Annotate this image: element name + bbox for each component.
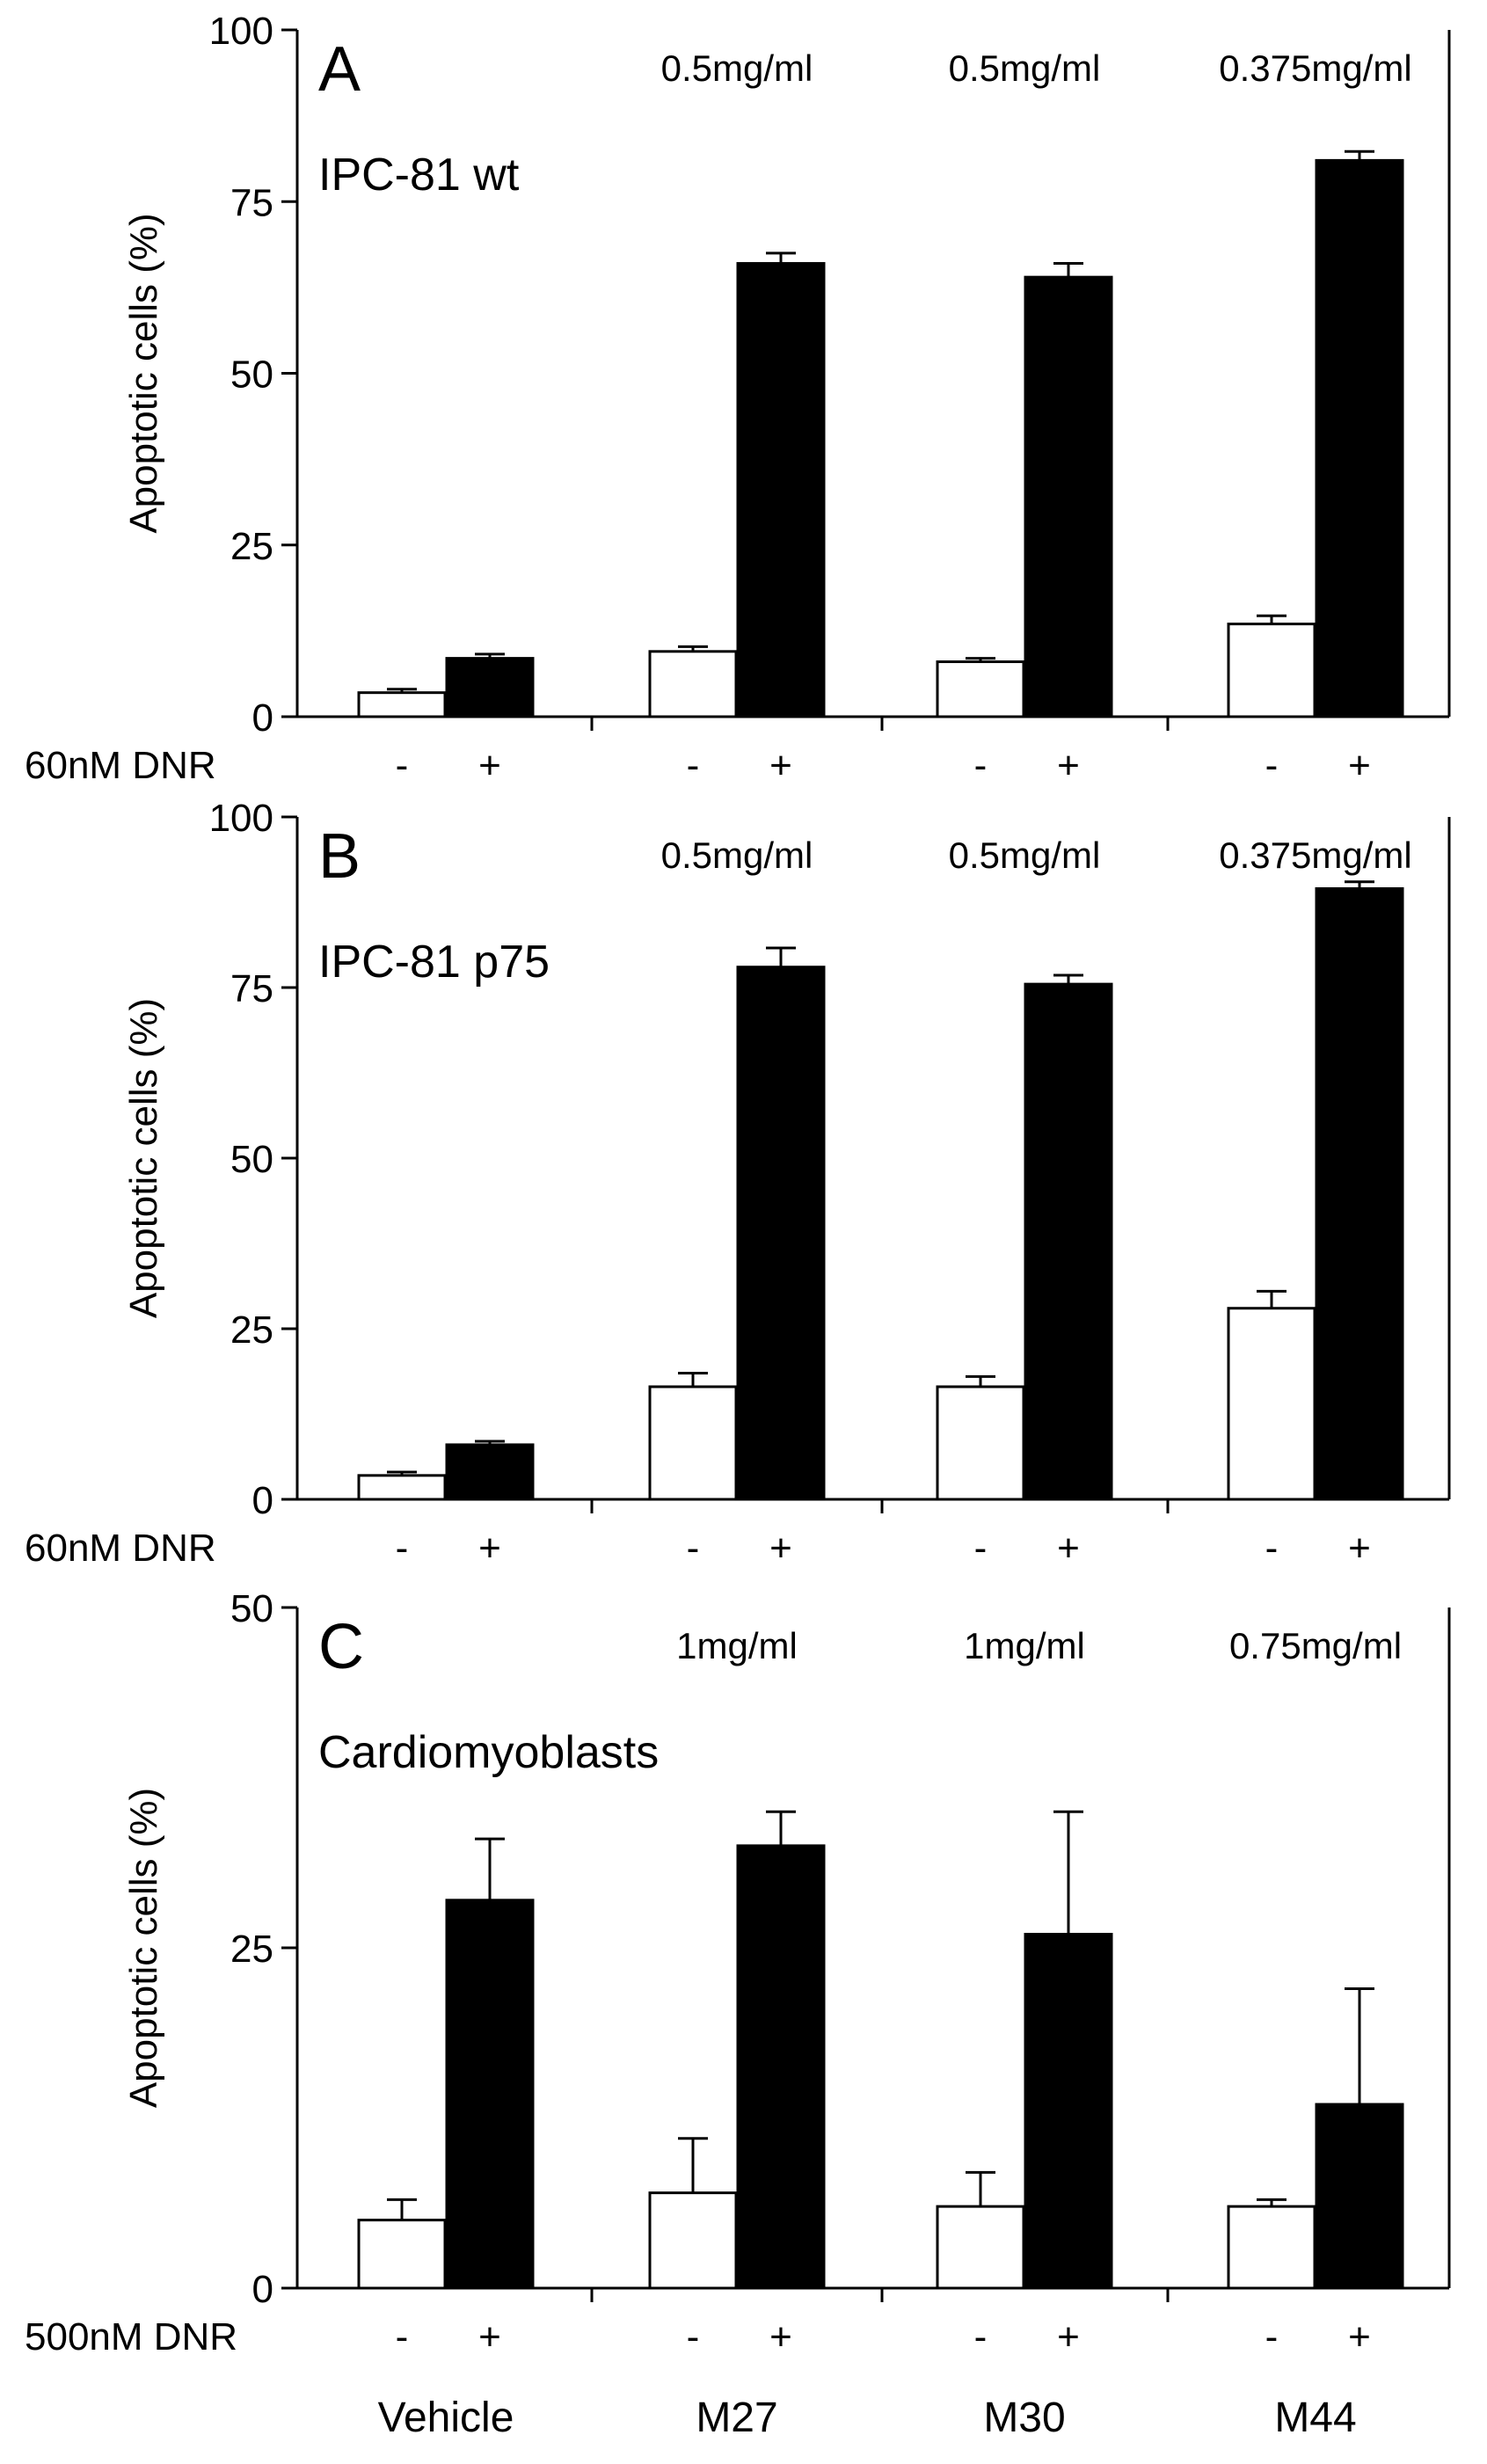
y-tick-label: 50 bbox=[230, 354, 273, 397]
y-axis-label: Apoptotic cells (%) bbox=[122, 1788, 165, 2108]
treatment-sign: - bbox=[687, 1527, 700, 1570]
bar bbox=[648, 650, 738, 718]
treatment-sign: + bbox=[1057, 2315, 1080, 2358]
treatment-sign: - bbox=[1265, 744, 1279, 787]
y-tick-label: 75 bbox=[230, 181, 273, 224]
y-tick-label: 0 bbox=[252, 696, 273, 740]
cell-line-label: Cardiomyoblasts bbox=[318, 1727, 659, 1778]
treatment-sign: + bbox=[769, 1527, 792, 1570]
treatment-sign: + bbox=[1348, 744, 1371, 787]
concentration-label: 1mg/ml bbox=[676, 1625, 798, 1666]
treatment-sign: + bbox=[1348, 1527, 1371, 1570]
concentration-label: 0.5mg/ml bbox=[949, 47, 1101, 89]
treatment-label: 500nM DNR bbox=[25, 2315, 237, 2358]
treatment-sign: - bbox=[974, 744, 988, 787]
treatment-sign: - bbox=[1265, 2315, 1279, 2358]
concentration-label: 0.5mg/ml bbox=[661, 47, 813, 89]
treatment-sign: + bbox=[478, 744, 501, 787]
concentration-label: 0.75mg/ml bbox=[1229, 1625, 1402, 1666]
treatment-sign: - bbox=[687, 2315, 700, 2358]
treatment-sign: + bbox=[1057, 1527, 1080, 1570]
bar bbox=[936, 2205, 1025, 2290]
treatment-sign: - bbox=[396, 744, 409, 787]
y-tick-label: 100 bbox=[209, 797, 273, 840]
bar bbox=[1024, 275, 1113, 718]
bar bbox=[445, 1443, 535, 1501]
treatment-sign: - bbox=[396, 2315, 409, 2358]
x-group-label: M27 bbox=[696, 2395, 777, 2441]
bar bbox=[736, 1844, 826, 2290]
y-tick-label: 50 bbox=[230, 1138, 273, 1181]
bar bbox=[648, 2191, 738, 2290]
y-tick-label: 50 bbox=[230, 1587, 273, 1630]
concentration-label: 0.375mg/ml bbox=[1219, 47, 1411, 89]
bar bbox=[1227, 623, 1316, 718]
treatment-sign: - bbox=[1265, 1527, 1279, 1570]
treatment-sign: - bbox=[396, 1527, 409, 1570]
y-tick-label: 75 bbox=[230, 967, 273, 1010]
treatment-sign: - bbox=[974, 2315, 988, 2358]
bar bbox=[936, 660, 1025, 718]
y-tick-label: 0 bbox=[252, 2268, 273, 2311]
treatment-sign: - bbox=[687, 744, 700, 787]
bar bbox=[357, 691, 447, 718]
bar bbox=[357, 1474, 447, 1501]
y-axis-label: Apoptotic cells (%) bbox=[122, 998, 165, 1318]
cell-line-label: IPC-81 wt bbox=[318, 149, 520, 200]
treatment-sign: + bbox=[478, 2315, 501, 2358]
y-tick-label: 100 bbox=[209, 10, 273, 53]
treatment-label: 60nM DNR bbox=[25, 744, 216, 787]
treatment-sign: - bbox=[974, 1527, 988, 1570]
bar bbox=[1024, 982, 1113, 1501]
bar bbox=[445, 1899, 535, 2290]
bar bbox=[1315, 886, 1404, 1501]
bar bbox=[357, 2219, 447, 2290]
chart-panel-a bbox=[281, 28, 1451, 731]
y-tick-label: 25 bbox=[230, 525, 273, 568]
y-tick-label: 25 bbox=[230, 1309, 273, 1352]
concentration-label: 1mg/ml bbox=[964, 1625, 1085, 1666]
treatment-sign: + bbox=[1057, 744, 1080, 787]
bar bbox=[736, 966, 826, 1501]
panel-letter: B bbox=[318, 821, 361, 892]
treatment-sign: + bbox=[769, 2315, 792, 2358]
y-axis-label: Apoptotic cells (%) bbox=[122, 213, 165, 533]
chart-panel-b bbox=[281, 815, 1451, 1513]
treatment-sign: + bbox=[478, 1527, 501, 1570]
cell-line-label: IPC-81 p75 bbox=[318, 937, 550, 988]
panel-letter: C bbox=[318, 1612, 364, 1682]
concentration-label: 0.375mg/ml bbox=[1219, 835, 1411, 876]
bar bbox=[1227, 1307, 1316, 1501]
bar bbox=[445, 657, 535, 718]
x-group-label: M44 bbox=[1274, 2395, 1356, 2441]
panel-letter: A bbox=[318, 34, 361, 105]
bar bbox=[648, 1385, 738, 1501]
bar bbox=[936, 1385, 1025, 1501]
bar bbox=[736, 262, 826, 718]
bar bbox=[1315, 2103, 1404, 2290]
treatment-sign: + bbox=[1348, 2315, 1371, 2358]
x-group-label: M30 bbox=[983, 2395, 1065, 2441]
treatment-label: 60nM DNR bbox=[25, 1527, 216, 1570]
bar bbox=[1315, 158, 1404, 718]
bar bbox=[1024, 1933, 1113, 2290]
chart-panel-c bbox=[281, 1606, 1451, 2302]
treatment-sign: + bbox=[769, 744, 792, 787]
x-group-label: Vehicle bbox=[378, 2395, 514, 2441]
concentration-label: 0.5mg/ml bbox=[661, 835, 813, 876]
y-tick-label: 25 bbox=[230, 1928, 273, 1971]
concentration-label: 0.5mg/ml bbox=[949, 835, 1101, 876]
y-tick-label: 0 bbox=[252, 1479, 273, 1522]
bar bbox=[1227, 2205, 1316, 2290]
